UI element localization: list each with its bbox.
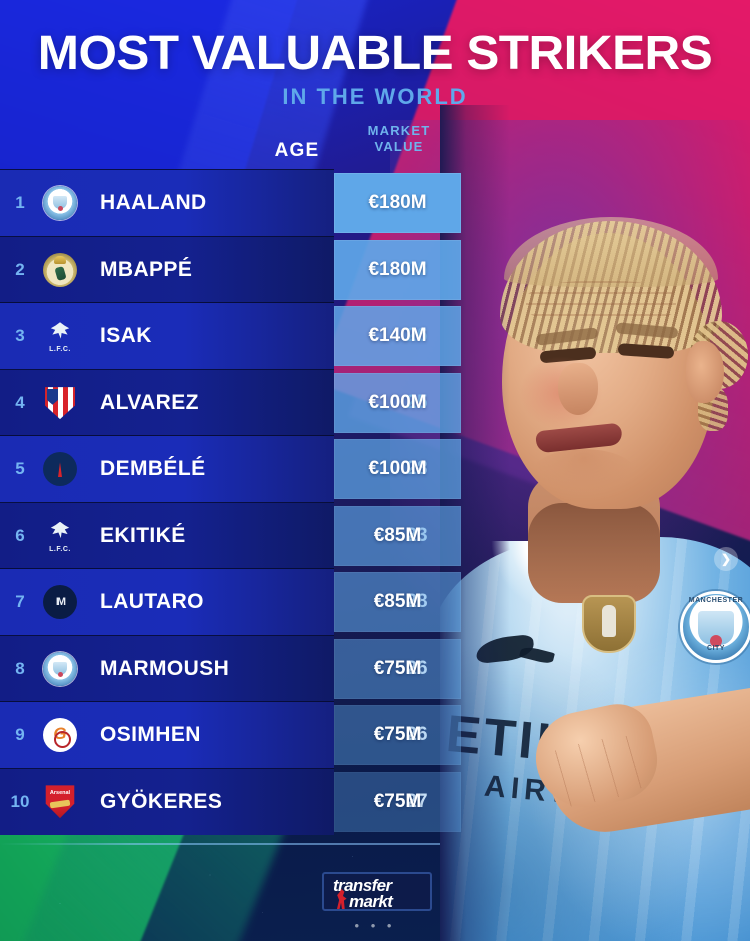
rank-number: 7 bbox=[15, 592, 25, 612]
club-crest bbox=[40, 449, 80, 489]
player-name: DEMBÉLÉ bbox=[100, 457, 206, 481]
paris-saint-germain-crest-icon bbox=[43, 452, 77, 487]
column-header-market-value-line1: MARKET bbox=[367, 123, 431, 138]
column-header-market-value-line2: VALUE bbox=[374, 139, 424, 154]
rank-number: 3 bbox=[15, 326, 25, 346]
player-name: MARMOUSH bbox=[100, 656, 230, 680]
liverbird-icon bbox=[50, 521, 70, 539]
market-value-cell: €180M bbox=[334, 173, 461, 233]
table-row[interactable]: 3L.F.C.ISAK26€140M bbox=[0, 302, 461, 370]
market-value-cell: €140M bbox=[334, 306, 461, 366]
player-name: LAUTARO bbox=[100, 590, 204, 614]
player-photo-haaland: MANCHESTER CITY ETIHAD AIRWAYS ❯ bbox=[440, 105, 750, 941]
player-name: MBAPPÉ bbox=[100, 257, 193, 281]
manchester-city-crest-icon bbox=[43, 186, 77, 221]
table-row[interactable]: 7LAUTARO28€85M bbox=[0, 568, 461, 636]
galatasaray-crest-icon bbox=[43, 718, 77, 753]
row-background bbox=[0, 303, 334, 370]
club-crest bbox=[40, 383, 80, 423]
player-name: HAALAND bbox=[100, 191, 207, 215]
market-value-cell: €85M bbox=[334, 505, 461, 566]
transfermarkt-logo[interactable]: transfer markt bbox=[322, 872, 432, 911]
player-name: ISAK bbox=[100, 324, 152, 348]
market-value-cell: €85M bbox=[334, 572, 461, 632]
rank-number: 5 bbox=[15, 459, 25, 479]
column-header-age: AGE bbox=[274, 140, 320, 161]
lfc-text: L.F.C. bbox=[49, 346, 71, 354]
table-row[interactable]: 8 MARMOUSH 26 €75M bbox=[0, 634, 461, 702]
club-crest: L.F.C. bbox=[40, 316, 80, 356]
table-row[interactable]: 2MBAPPÉ26€180M bbox=[0, 235, 461, 303]
rank-number: 2 bbox=[15, 259, 25, 279]
logo-line1: transfer bbox=[333, 876, 392, 895]
club-crest bbox=[40, 582, 80, 622]
page-subtitle: IN THE WORLD bbox=[282, 84, 468, 109]
table-row[interactable]: 6L.F.C.EKITIKÉ23€85M bbox=[0, 501, 461, 569]
liverpool-crest-icon: L.F.C. bbox=[43, 319, 77, 353]
arsenal-crest-icon bbox=[45, 785, 75, 819]
ranking-table: 1HAALAND25€180M2MBAPPÉ26€180M3L.F.C.ISAK… bbox=[0, 169, 461, 835]
column-header-market-value: MARKET VALUE bbox=[338, 123, 460, 155]
club-crest bbox=[40, 649, 80, 689]
inter-milan-crest-icon bbox=[43, 585, 77, 620]
club-crest: L.F.C. bbox=[40, 516, 80, 556]
row-background bbox=[0, 502, 334, 569]
market-value-cell: €75M bbox=[334, 638, 461, 699]
footer-divider-rule bbox=[0, 843, 750, 845]
carousel-dots[interactable]: • • • bbox=[354, 918, 396, 933]
logo-player-figure-icon bbox=[336, 889, 347, 909]
table-row[interactable]: 4ALVAREZ25€100M bbox=[0, 368, 461, 436]
liverbird-icon bbox=[50, 322, 70, 339]
rank-number: 10 bbox=[10, 791, 30, 811]
club-crest bbox=[40, 250, 80, 290]
market-value-cell: €100M bbox=[334, 372, 461, 433]
club-crest bbox=[40, 715, 80, 755]
player-name: GYÖKERES bbox=[100, 789, 223, 813]
rank-number: 4 bbox=[15, 392, 25, 412]
table-row[interactable]: 10GYÖKERES27€75M bbox=[0, 767, 461, 835]
player-name: ALVAREZ bbox=[100, 390, 199, 414]
market-value-cell: €75M bbox=[334, 705, 461, 765]
rank-number: 8 bbox=[15, 658, 25, 678]
player-name: EKITIKÉ bbox=[100, 523, 186, 547]
market-value-cell: €100M bbox=[334, 439, 461, 499]
player-name: OSIMHEN bbox=[100, 723, 201, 747]
photo-edge-vignette bbox=[440, 105, 750, 941]
logo-line2: markt bbox=[349, 892, 393, 911]
club-crest bbox=[40, 183, 80, 223]
market-value-cell: €75M bbox=[334, 771, 461, 832]
page-title: MOST VALUABLE STRIKERS bbox=[37, 27, 713, 80]
liverpool-crest-icon: L.F.C. bbox=[43, 519, 77, 553]
lfc-text: L.F.C. bbox=[49, 545, 71, 553]
table-row[interactable]: 5DEMBÉLÉ28€100M bbox=[0, 435, 461, 503]
market-value-cell: €180M bbox=[334, 239, 461, 300]
table-row[interactable]: 1HAALAND25€180M bbox=[0, 169, 461, 237]
club-crest bbox=[40, 782, 80, 822]
atletico-madrid-crest-icon bbox=[45, 387, 75, 420]
rank-number: 1 bbox=[15, 193, 25, 213]
manchester-city-crest-icon bbox=[43, 651, 77, 686]
real-madrid-crest-icon bbox=[43, 252, 77, 287]
rank-number: 9 bbox=[15, 725, 25, 745]
table-row[interactable]: 9OSIMHEN26€75M bbox=[0, 701, 461, 769]
rank-number: 6 bbox=[15, 525, 25, 545]
